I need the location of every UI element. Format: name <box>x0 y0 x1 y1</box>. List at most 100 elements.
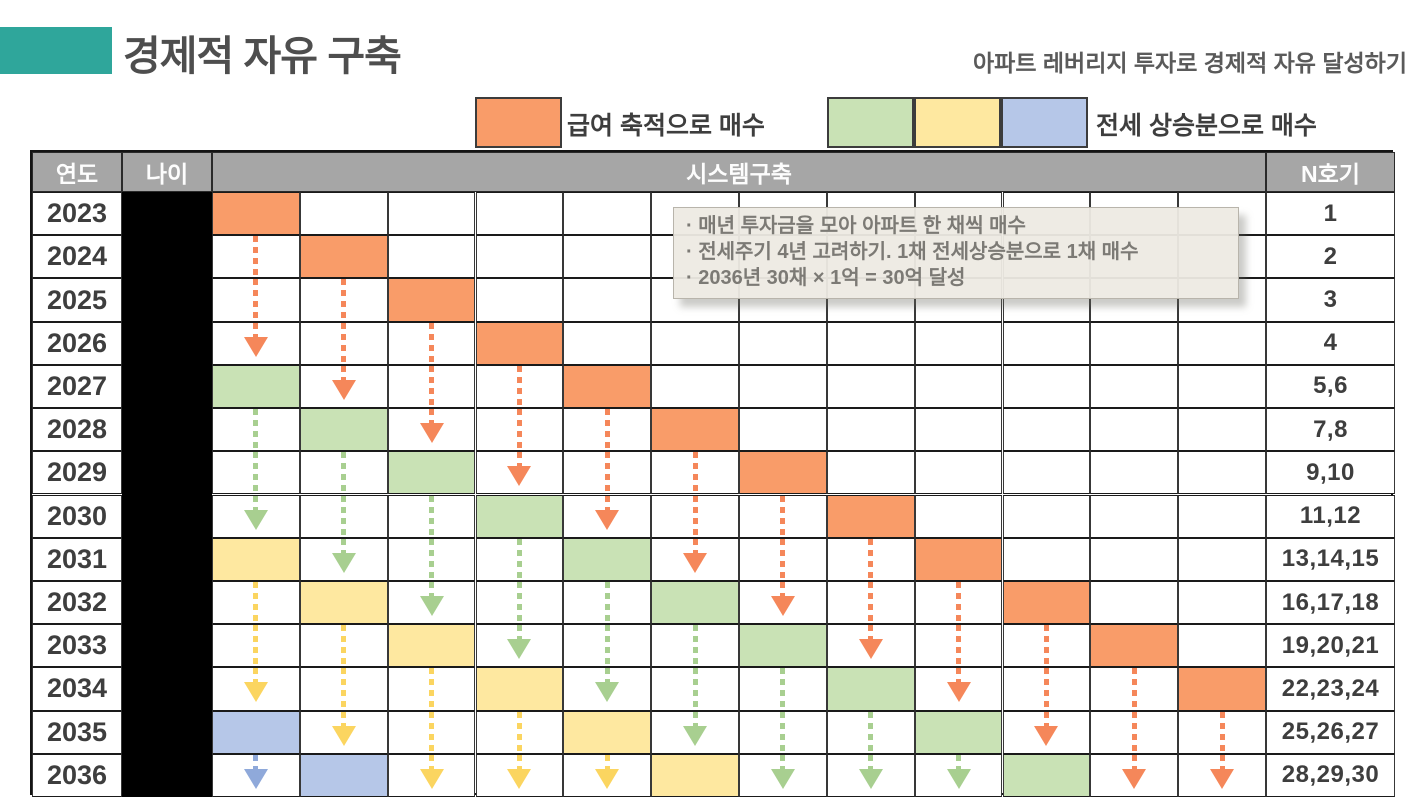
arrow-dash <box>868 538 874 580</box>
arrow-dash <box>604 409 610 451</box>
legend-label-salary: 급여 축적으로 매수 <box>567 112 765 140</box>
column-header-age: 나이 <box>122 152 212 192</box>
arrow-dash <box>429 754 435 771</box>
arrow-dash <box>253 236 259 278</box>
arrow-dash <box>692 668 698 710</box>
arrow-dash <box>516 711 522 753</box>
arrow-dash <box>956 668 962 685</box>
grid-cell <box>1002 494 1091 538</box>
arrow-dash <box>868 711 874 753</box>
arrow-head-icon <box>419 768 444 789</box>
arrow-head-icon <box>419 595 444 616</box>
legend-swatch-jeonse-blue <box>1001 97 1088 148</box>
arrow-dash <box>692 495 698 537</box>
grid-cell <box>475 235 564 279</box>
purchase-cell <box>1178 667 1266 711</box>
purchase-cell <box>475 494 564 538</box>
grid-cell <box>1178 537 1266 581</box>
title-accent-block <box>0 27 112 74</box>
year-cell: 2027 <box>32 364 122 409</box>
arrow-dash <box>956 625 962 667</box>
arrow-head-icon <box>770 595 795 616</box>
grid-cell <box>739 321 827 365</box>
arrow-dash <box>780 495 786 537</box>
purchase-cell <box>212 192 300 236</box>
arrow-head-icon <box>595 509 620 530</box>
grid-cell <box>651 321 739 365</box>
arrow-head-icon <box>770 768 795 789</box>
purchase-cell <box>212 537 300 581</box>
purchase-cell <box>299 580 388 625</box>
arrow-head-icon <box>683 552 708 573</box>
grid-cell <box>1090 321 1179 365</box>
legend-swatch-salary <box>475 97 562 148</box>
units-cell: 19,20,21 <box>1266 624 1395 668</box>
legend-label-jeonse: 전세 상승분으로 매수 <box>1096 112 1317 140</box>
arrow-head-icon <box>243 682 268 703</box>
arrow-dash <box>956 754 962 771</box>
purchase-cell <box>387 624 476 668</box>
arrow-dash <box>253 625 259 667</box>
units-cell: 28,29,30 <box>1266 753 1395 797</box>
annotation-line: · 매년 투자금을 모아 아파트 한 채씩 매수 <box>686 215 1026 237</box>
year-cell: 2030 <box>32 494 122 538</box>
grid-cell <box>1002 321 1091 365</box>
units-cell: 13,14,15 <box>1266 537 1395 581</box>
purchase-cell <box>1002 753 1091 797</box>
units-cell: 7,8 <box>1266 408 1395 452</box>
grid-cell <box>1002 364 1091 409</box>
arrow-dash <box>604 452 610 494</box>
purchase-cell <box>826 667 915 711</box>
annotation-line: · 2036년 30채 × 1억 = 30억 달성 <box>686 267 966 289</box>
arrow-dash <box>429 495 435 537</box>
grid-cell <box>739 408 827 452</box>
arrow-dash <box>253 322 259 339</box>
arrow-head-icon <box>1034 725 1059 746</box>
year-cell: 2024 <box>32 235 122 279</box>
purchase-cell <box>212 364 300 409</box>
column-header-units: N호기 <box>1266 152 1395 192</box>
grid-cell <box>1090 537 1179 581</box>
legend-swatch-jeonse-yellow <box>914 97 1001 148</box>
purchase-cell <box>651 580 739 625</box>
arrow-dash <box>429 668 435 710</box>
arrow-dash <box>1043 711 1049 728</box>
arrow-dash <box>341 279 347 321</box>
purchase-cell <box>826 494 915 538</box>
page-title: 경제적 자유 구축 <box>123 33 402 79</box>
purchase-cell <box>212 710 300 754</box>
grid-cell <box>826 364 915 409</box>
purchase-cell <box>563 710 652 754</box>
grid-cell <box>299 192 388 236</box>
purchase-cell <box>475 321 564 365</box>
arrow-dash <box>516 625 522 642</box>
grid-cell <box>1090 580 1179 625</box>
arrow-dash <box>516 409 522 451</box>
arrow-dash <box>341 452 347 494</box>
arrow-dash <box>868 581 874 624</box>
grid-cell <box>563 235 652 279</box>
column-header-year: 연도 <box>32 152 122 192</box>
arrow-head-icon <box>595 682 620 703</box>
arrow-head-icon <box>1122 768 1147 789</box>
purchase-cell <box>651 408 739 452</box>
arrow-head-icon <box>507 466 532 487</box>
grid-cell <box>1178 364 1266 409</box>
arrow-dash <box>516 538 522 580</box>
arrow-dash <box>780 668 786 710</box>
arrow-dash <box>253 754 259 771</box>
arrow-dash <box>868 625 874 642</box>
arrow-dash <box>253 495 259 512</box>
page-subtitle: 아파트 레버리지 투자로 경제적 자유 달성하기 <box>973 50 1407 76</box>
arrow-head-icon <box>683 725 708 746</box>
units-cell: 2 <box>1266 235 1395 279</box>
arrow-dash <box>604 495 610 512</box>
year-cell: 2028 <box>32 408 122 452</box>
year-cell: 2032 <box>32 580 122 625</box>
annotation-box: · 매년 투자금을 모아 아파트 한 채씩 매수 · 전세주기 4년 고려하기.… <box>673 207 1239 299</box>
arrow-dash <box>604 754 610 771</box>
grid-cell <box>1090 494 1179 538</box>
grid-cell <box>1178 321 1266 365</box>
arrow-dash <box>341 538 347 555</box>
